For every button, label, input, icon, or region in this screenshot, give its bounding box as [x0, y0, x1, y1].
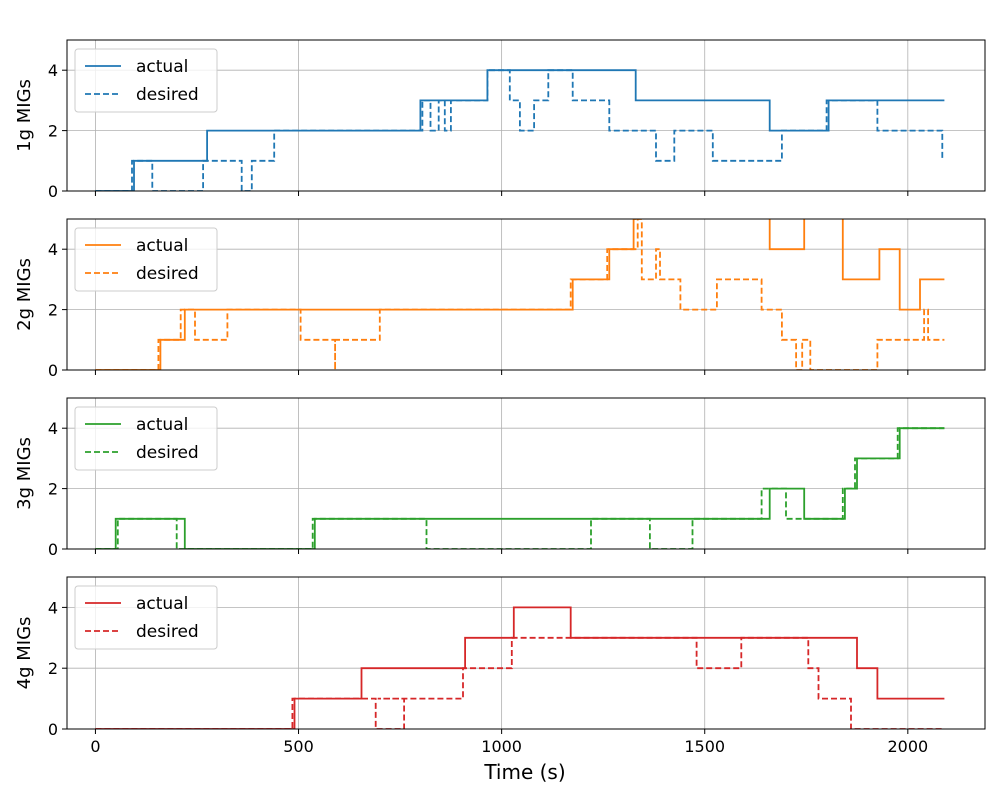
- legend-label-actual: actual: [136, 236, 188, 256]
- y-axis-label: 1g MIGs: [14, 79, 35, 152]
- y-tick-label: 4: [48, 240, 58, 259]
- subplot-3: 0 2 4 3g MIGs actual desired: [14, 397, 986, 559]
- legend-label-desired: desired: [136, 622, 199, 642]
- series-desired-line: [95, 636, 945, 729]
- legend-label-desired: desired: [136, 85, 199, 105]
- legend-label-desired: desired: [136, 443, 199, 463]
- y-tick-label: 0: [48, 361, 58, 380]
- y-tick-label: 0: [48, 182, 58, 201]
- y-axis-label: 4g MIGs: [14, 617, 35, 690]
- axes-frame: [66, 576, 986, 730]
- legend-box: [74, 406, 218, 471]
- legend-box: [74, 585, 218, 650]
- x-tick-label: 1000: [481, 737, 522, 756]
- legend-box: [74, 227, 218, 292]
- legend-label-actual: actual: [136, 594, 188, 614]
- axes-frame: [66, 39, 986, 192]
- legend-label-desired: desired: [136, 264, 199, 284]
- x-tick-label: 0: [90, 737, 100, 756]
- axes-frame: [66, 218, 986, 371]
- x-axis-label: Time (s): [483, 760, 565, 784]
- legend-box: [74, 48, 218, 113]
- y-tick-label: 0: [48, 720, 58, 739]
- y-tick-label: 4: [48, 61, 58, 80]
- y-tick-label: 2: [48, 659, 58, 678]
- y-tick-label: 0: [48, 540, 58, 559]
- series-desired-line: [95, 69, 944, 191]
- y-tick-label: 2: [48, 480, 58, 499]
- y-axis-label: 3g MIGs: [14, 437, 35, 510]
- subplot-1: 0 2 4 1g MIGs actual desired: [14, 39, 986, 201]
- axes-frame: [66, 397, 986, 550]
- x-tick-label: 1500: [684, 737, 725, 756]
- x-tick-label: 500: [283, 737, 314, 756]
- series-desired-line: [95, 219, 945, 370]
- subplot-4: 0 2 4 4g MIGs actual desired: [14, 576, 986, 739]
- legend-label-actual: actual: [136, 57, 188, 77]
- y-tick-label: 4: [48, 419, 58, 438]
- y-tick-label: 2: [48, 122, 58, 141]
- series-actual-line: [95, 219, 945, 370]
- y-tick-label: 4: [48, 598, 58, 617]
- subplot-2: 0 2 4 2g MIGs actual desired: [14, 218, 986, 380]
- x-tick-label: 2000: [887, 737, 928, 756]
- subplots-group: 0 2 4 1g MIGs actual desired 0 2 4 2g MIGs actual d…: [14, 39, 986, 756]
- y-axis-label: 2g MIGs: [14, 258, 35, 331]
- y-tick-label: 2: [48, 301, 58, 320]
- legend-label-actual: actual: [136, 415, 188, 435]
